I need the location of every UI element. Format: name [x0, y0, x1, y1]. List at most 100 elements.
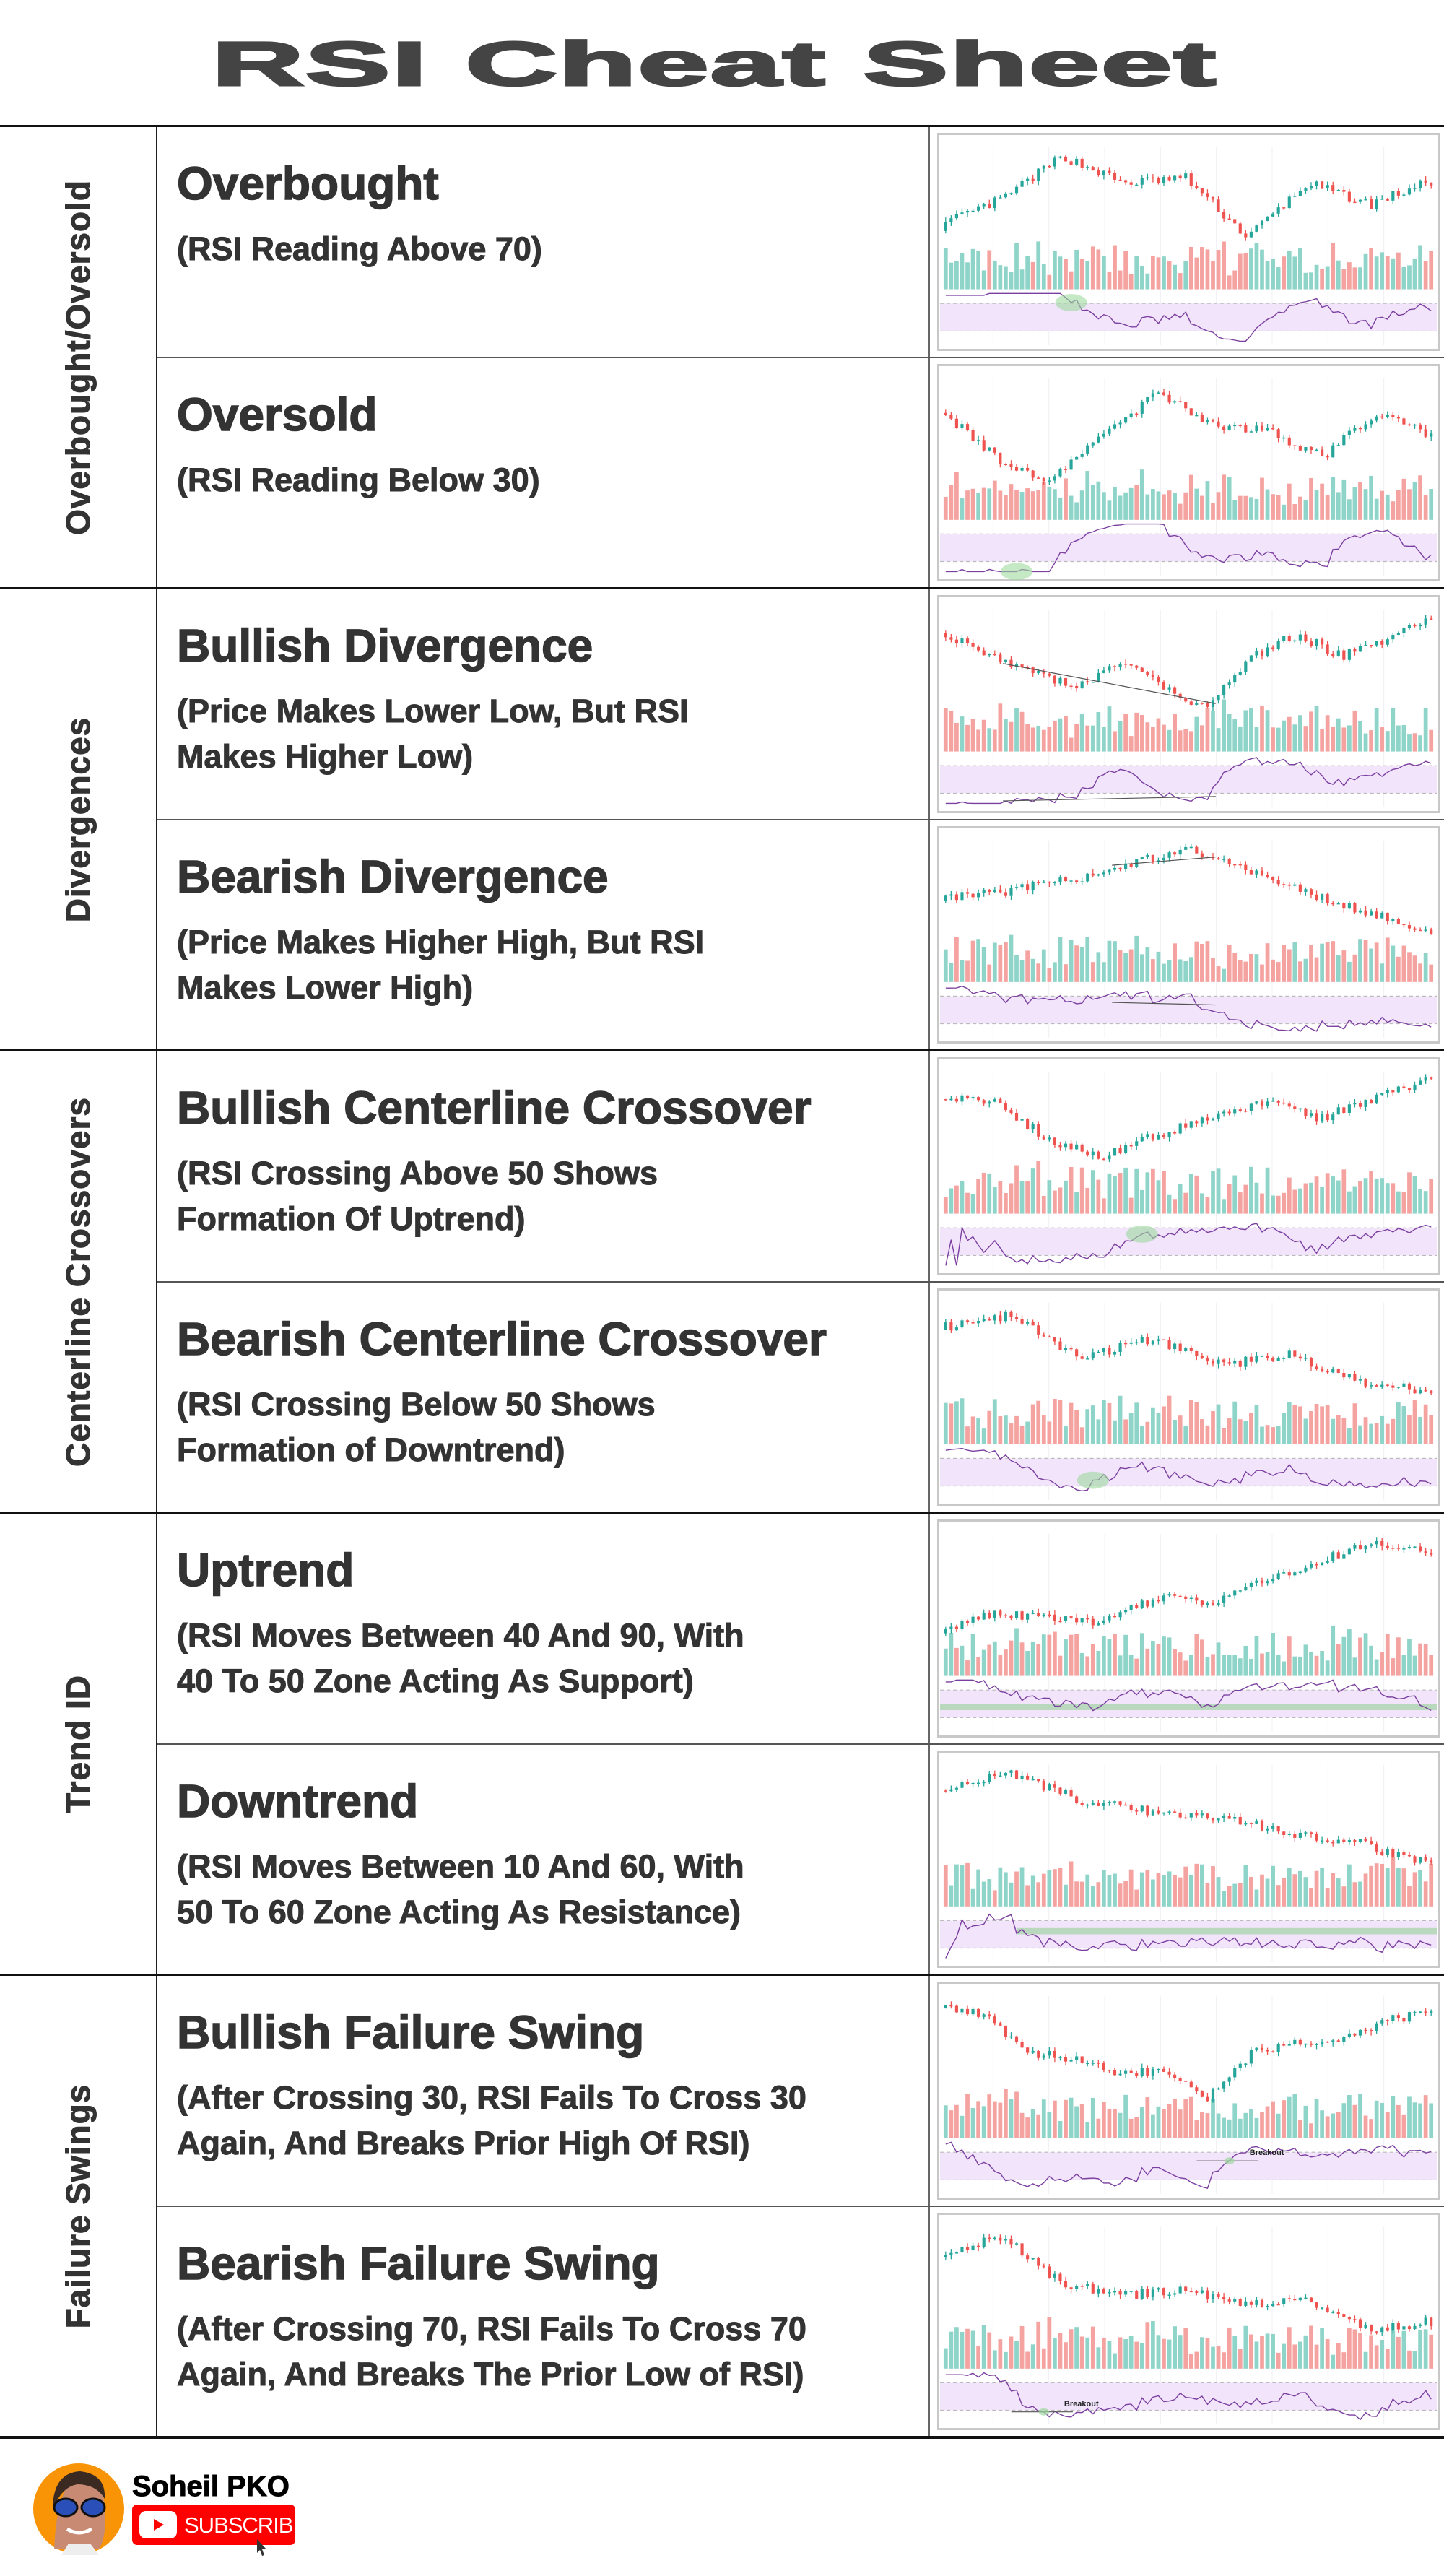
volume-bar	[1009, 934, 1014, 982]
volume-bar	[1009, 2336, 1014, 2369]
volume-bar	[1347, 262, 1352, 290]
candle-body	[1238, 672, 1242, 675]
candle-body	[1140, 2068, 1144, 2076]
rsi-line	[945, 2372, 1432, 2421]
candle-body	[1129, 413, 1133, 417]
candle-body	[1413, 1856, 1417, 1863]
volume-bar	[1429, 1863, 1434, 1907]
volume-bar	[1325, 2339, 1330, 2369]
volume-bar	[1325, 1660, 1330, 1676]
volume-bar	[1260, 1193, 1264, 1214]
volume-bar	[960, 2331, 965, 2369]
volume-bar	[1429, 251, 1434, 290]
candle-body	[1118, 1612, 1122, 1618]
candle-body	[1113, 2291, 1117, 2293]
volume-bar	[1014, 1871, 1019, 1907]
candle-body	[1173, 1811, 1177, 1813]
highlight-marker	[1055, 294, 1087, 311]
volume-bar	[1145, 273, 1150, 290]
candle-body	[1336, 1107, 1340, 1115]
candle-body	[1364, 2029, 1367, 2031]
candle-body	[1260, 425, 1264, 431]
volume-bars	[943, 469, 1434, 520]
candle-body	[1206, 703, 1209, 707]
volume-bar	[1216, 249, 1221, 290]
rsi-line	[945, 985, 1432, 1033]
candle-body	[1244, 1823, 1248, 1825]
volume-bar	[1271, 1427, 1275, 1444]
candle-body	[1315, 181, 1318, 186]
volume-bar	[1041, 729, 1046, 752]
candle-body	[1342, 650, 1346, 660]
candle-body	[1396, 417, 1400, 419]
volume-bar	[1238, 1419, 1243, 1444]
volume-bar	[1139, 1633, 1144, 1676]
price-candles	[944, 1309, 1433, 1395]
volume-bar	[1145, 1648, 1150, 1676]
volume-bar	[1069, 737, 1074, 752]
volume-bar	[1145, 1172, 1150, 1214]
candle-body	[1249, 431, 1253, 433]
volume-bar	[1102, 492, 1106, 520]
volume-bar	[1374, 1423, 1379, 1444]
candle-body	[1206, 193, 1209, 197]
candle-body	[1086, 445, 1089, 454]
volume-bar	[1418, 1416, 1422, 1444]
candle-body	[1287, 437, 1291, 446]
candle-body	[1118, 1148, 1122, 1153]
candle-body	[1402, 1086, 1406, 1088]
avatar[interactable]	[32, 2463, 125, 2555]
volume-bar	[1019, 1642, 1025, 1676]
candle-body	[1178, 693, 1182, 699]
candle-body	[1080, 2056, 1084, 2063]
candle-body	[1189, 846, 1193, 849]
candle-body	[1260, 650, 1264, 656]
candle-body	[1266, 1828, 1269, 1831]
candle-body	[1053, 476, 1056, 481]
candle-body	[1266, 875, 1269, 877]
volume-bar	[1314, 1870, 1319, 1907]
candle-body	[1396, 191, 1400, 196]
candle-body	[1238, 864, 1242, 866]
volume-bar	[1183, 2328, 1188, 2369]
candle-body	[1424, 929, 1427, 931]
volume-bar	[1188, 2354, 1193, 2369]
subscribe-button[interactable]: SUBSCRIBE	[132, 2505, 308, 2545]
volume-bar	[1151, 256, 1155, 290]
candle-body	[1298, 2297, 1302, 2301]
candle-body	[1157, 2288, 1160, 2290]
candle-body	[1200, 853, 1204, 857]
volume-bar	[1282, 1413, 1287, 1444]
candle-body	[1287, 1572, 1291, 1576]
candle-body	[1113, 2070, 1117, 2076]
volume-bar	[1276, 1885, 1281, 1907]
volume-bar	[1128, 1869, 1134, 1907]
volume-bar	[1162, 494, 1166, 520]
chart-svg	[937, 133, 1440, 351]
candle-body	[1331, 1114, 1335, 1121]
volume-bar	[1238, 1192, 1243, 1214]
candle-body	[1140, 1137, 1144, 1142]
group-label: Divergences	[59, 716, 97, 923]
candle-body	[1227, 1595, 1231, 1597]
volume-bar	[1401, 945, 1406, 982]
volume-bar	[1085, 937, 1090, 982]
candle-body	[1244, 233, 1248, 238]
volume-bar	[1407, 489, 1412, 520]
candle-body	[1419, 1546, 1422, 1552]
candle-body	[1097, 874, 1100, 876]
volume-bar	[1113, 2109, 1117, 2138]
candle-body	[1321, 2307, 1324, 2309]
volume-bar	[1151, 1641, 1155, 1676]
candle-body	[1064, 677, 1068, 686]
volume-bar	[1030, 491, 1035, 520]
volume-bar	[1232, 719, 1238, 752]
volume-bar	[1249, 1876, 1253, 1907]
candle-body	[1298, 446, 1302, 451]
candle-body	[1298, 2039, 1302, 2045]
volume-bar	[1019, 2325, 1025, 2369]
volume-bar	[1200, 1639, 1204, 1676]
volume-bar	[1085, 725, 1090, 752]
volume-bar	[1211, 1171, 1215, 1214]
volume-bar	[1271, 1865, 1275, 1907]
